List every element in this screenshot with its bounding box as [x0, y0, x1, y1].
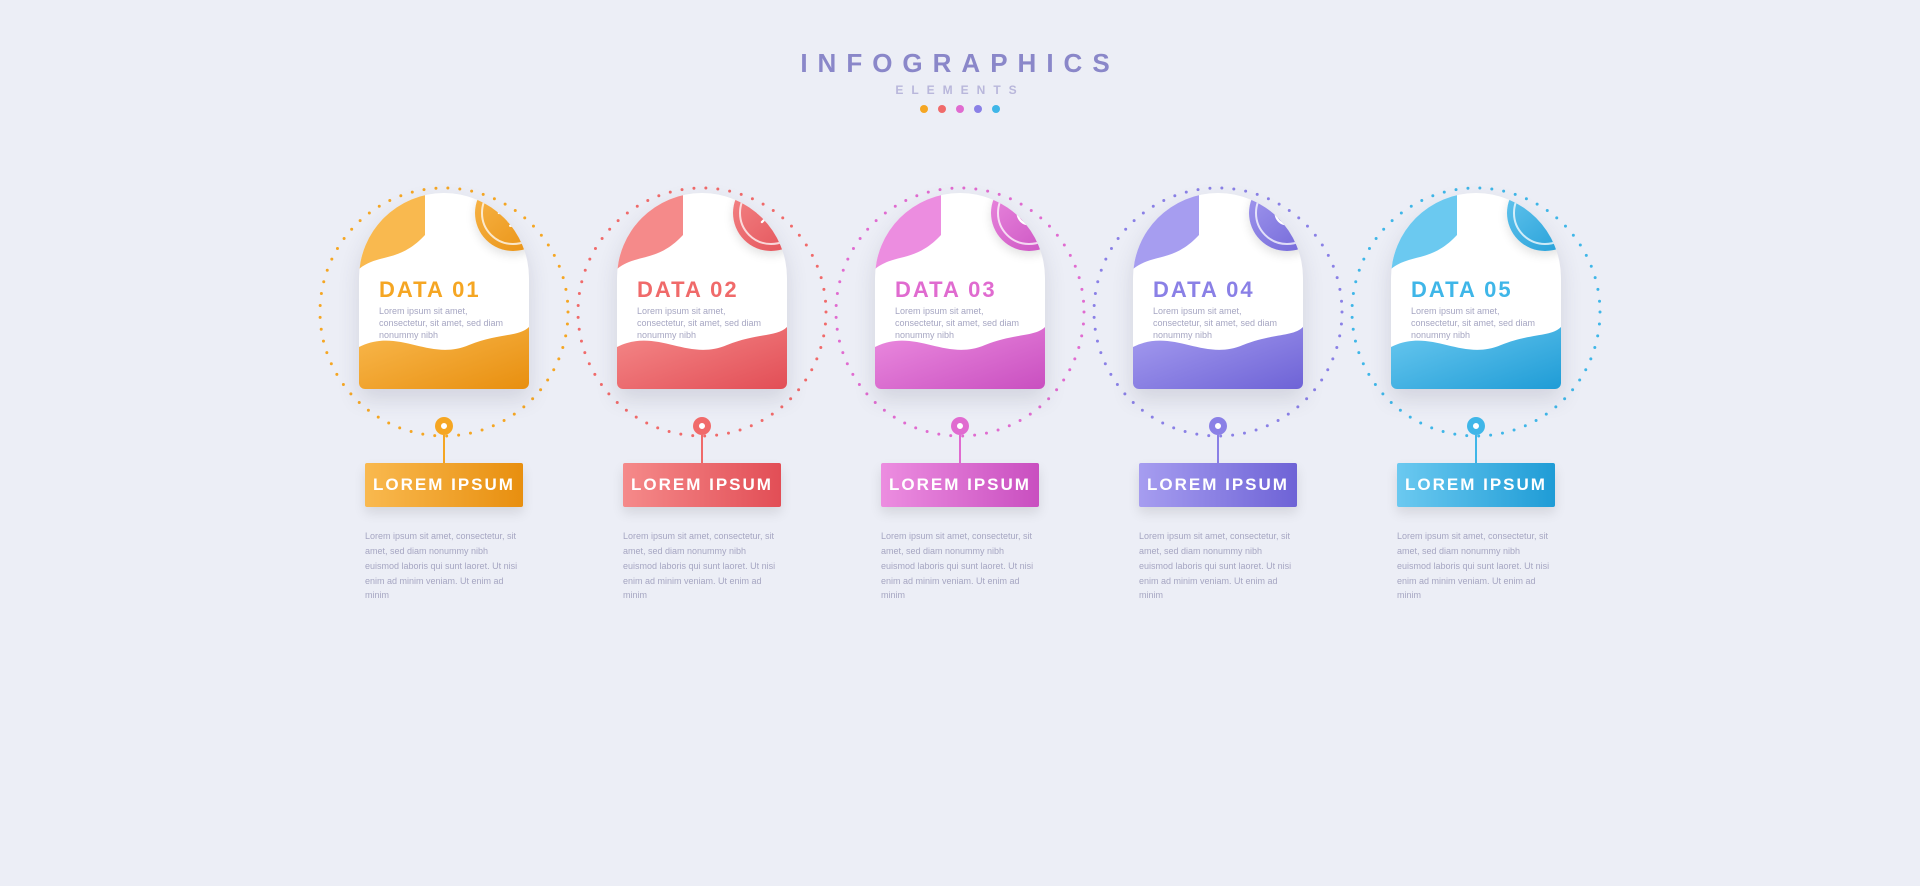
step-label: LOREM IPSUM — [1139, 463, 1297, 507]
step-description: Lorem ipsum sit amet, consectetur, sit a… — [881, 529, 1039, 603]
card-title: DATA 04 — [1153, 277, 1255, 303]
header-dot-strip — [800, 105, 1119, 113]
step-description: Lorem ipsum sit amet, consectetur, sit a… — [1397, 529, 1555, 603]
card-title: DATA 03 — [895, 277, 997, 303]
header-dot — [938, 105, 946, 113]
steps-row: DATA 01 Lorem ipsum sit amet, consectetu… — [354, 193, 1566, 603]
step-description: Lorem ipsum sit amet, consectetur, sit a… — [365, 529, 523, 603]
lightbulb-icon — [475, 193, 529, 251]
card-body: Lorem ipsum sit amet, consectetur, sit a… — [379, 305, 511, 341]
step-label: LOREM IPSUM — [1397, 463, 1555, 507]
step-description: Lorem ipsum sit amet, consectetur, sit a… — [1139, 529, 1297, 603]
step-04: DATA 04 Lorem ipsum sit amet, consectetu… — [1128, 193, 1308, 603]
money-plant-icon — [1507, 193, 1561, 251]
step-05: DATA 05 Lorem ipsum sit amet, consectetu… — [1386, 193, 1566, 603]
card-body: Lorem ipsum sit amet, consectetur, sit a… — [637, 305, 769, 341]
connector-node — [435, 417, 453, 435]
gear-icon — [733, 193, 787, 251]
step-label: LOREM IPSUM — [623, 463, 781, 507]
card-wave-top — [617, 193, 683, 269]
connector-stem — [701, 435, 703, 463]
connector-stem — [1475, 435, 1477, 463]
step-03: DATA 03 Lorem ipsum sit amet, consectetu… — [870, 193, 1050, 603]
target-icon — [991, 193, 1045, 251]
step-card: DATA 04 Lorem ipsum sit amet, consectetu… — [1133, 193, 1303, 389]
header-dot — [992, 105, 1000, 113]
step-card: DATA 02 Lorem ipsum sit amet, consectetu… — [617, 193, 787, 389]
page-header: INFOGRAPHICS ELEMENTS — [800, 48, 1119, 113]
card-body: Lorem ipsum sit amet, consectetur, sit a… — [1153, 305, 1285, 341]
connector-node — [1467, 417, 1485, 435]
card-title: DATA 02 — [637, 277, 739, 303]
connector-node — [1209, 417, 1227, 435]
card-title: DATA 01 — [379, 277, 481, 303]
card-body: Lorem ipsum sit amet, consectetur, sit a… — [895, 305, 1027, 341]
step-label: LOREM IPSUM — [881, 463, 1039, 507]
card-wave-top — [359, 193, 425, 269]
connector-stem — [959, 435, 961, 463]
card-title: DATA 05 — [1411, 277, 1513, 303]
connector-node — [951, 417, 969, 435]
connector-node — [693, 417, 711, 435]
step-card: DATA 03 Lorem ipsum sit amet, consectetu… — [875, 193, 1045, 389]
card-wave-top — [875, 193, 941, 269]
step-card: DATA 05 Lorem ipsum sit amet, consectetu… — [1391, 193, 1561, 389]
step-01: DATA 01 Lorem ipsum sit amet, consectetu… — [354, 193, 534, 603]
header-dot — [920, 105, 928, 113]
header-title: INFOGRAPHICS — [800, 48, 1119, 79]
card-body: Lorem ipsum sit amet, consectetur, sit a… — [1411, 305, 1543, 341]
step-02: DATA 02 Lorem ipsum sit amet, consectetu… — [612, 193, 792, 603]
header-dot — [956, 105, 964, 113]
clock-icon — [1249, 193, 1303, 251]
step-label: LOREM IPSUM — [365, 463, 523, 507]
header-subtitle: ELEMENTS — [800, 83, 1119, 97]
card-wave-top — [1391, 193, 1457, 269]
card-wave-top — [1133, 193, 1199, 269]
connector-stem — [1217, 435, 1219, 463]
connector-stem — [443, 435, 445, 463]
step-description: Lorem ipsum sit amet, consectetur, sit a… — [623, 529, 781, 603]
header-dot — [974, 105, 982, 113]
step-card: DATA 01 Lorem ipsum sit amet, consectetu… — [359, 193, 529, 389]
